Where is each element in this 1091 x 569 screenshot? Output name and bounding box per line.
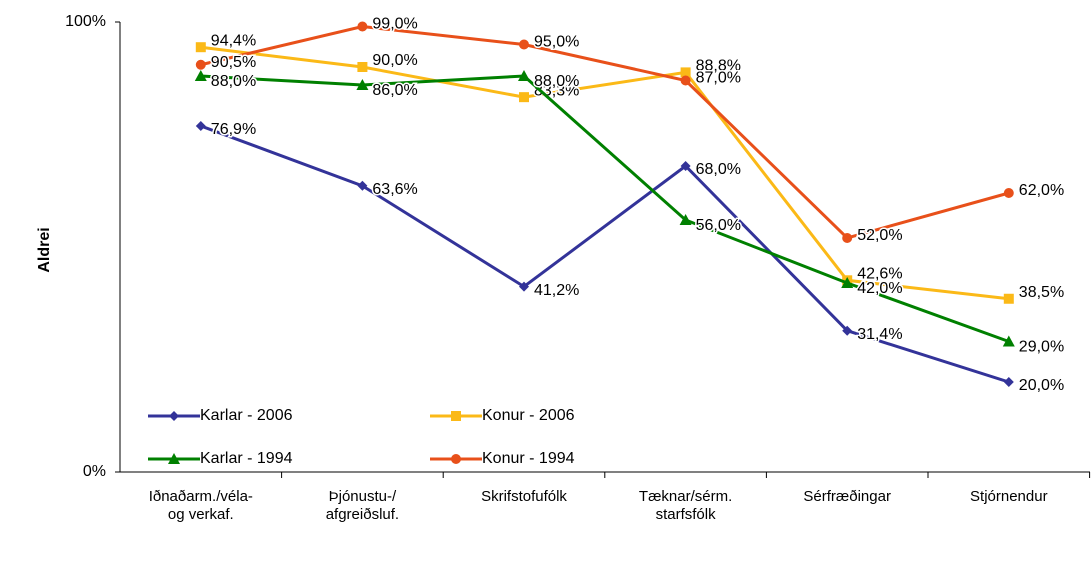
x-tick-label: Sérfræðingar bbox=[803, 488, 891, 505]
x-tick-label: Iðnaðarm./véla- og verkaf. bbox=[148, 488, 253, 523]
marker bbox=[194, 70, 207, 81]
marker bbox=[518, 70, 530, 81]
data-label: 94,4% bbox=[211, 32, 256, 49]
y-axis-title: Aldrei bbox=[36, 227, 53, 272]
marker bbox=[680, 67, 691, 78]
data-label: 52,0% bbox=[857, 227, 902, 244]
series-line bbox=[200, 45, 1009, 301]
marker bbox=[195, 42, 206, 53]
marker bbox=[451, 454, 461, 464]
marker bbox=[1003, 293, 1014, 304]
legend-label: Karlar - 1994 bbox=[200, 450, 293, 467]
x-tick-label: Þjónustu-/ afgreiðsluf. bbox=[325, 488, 400, 523]
y-tick-label: 100% bbox=[65, 13, 106, 30]
marker bbox=[680, 161, 691, 171]
data-label: 88,0% bbox=[211, 73, 256, 90]
marker bbox=[841, 277, 854, 288]
marker bbox=[680, 75, 691, 86]
data-label: 62,0% bbox=[1019, 182, 1064, 199]
data-label: 99,0% bbox=[372, 16, 417, 33]
marker bbox=[679, 214, 692, 225]
legend-label: Konur - 2006 bbox=[482, 407, 575, 424]
marker bbox=[842, 233, 853, 243]
marker bbox=[169, 411, 179, 421]
data-label: 90,5% bbox=[211, 54, 256, 71]
series-line bbox=[200, 74, 1010, 343]
marker bbox=[1002, 335, 1015, 347]
data-label: 38,5% bbox=[1019, 284, 1064, 301]
data-label: 87,0% bbox=[696, 70, 741, 87]
marker bbox=[195, 59, 206, 70]
data-label: 68,0% bbox=[696, 161, 741, 178]
data-label: 86,0% bbox=[372, 82, 417, 99]
data-label: 31,4% bbox=[857, 326, 902, 343]
data-label: 76,9% bbox=[211, 121, 256, 138]
marker bbox=[356, 79, 369, 90]
marker bbox=[195, 120, 206, 131]
marker bbox=[168, 453, 180, 464]
data-label: 88,8% bbox=[696, 58, 741, 75]
data-label: 29,0% bbox=[1019, 339, 1064, 356]
data-label: 95,0% bbox=[534, 34, 579, 51]
y-tick-label: 0% bbox=[83, 463, 106, 480]
x-tick-label: Tæknar/sérm. starfsfólk bbox=[638, 488, 733, 523]
data-label: 41,2% bbox=[534, 282, 579, 299]
series-line bbox=[200, 124, 1010, 384]
marker bbox=[519, 92, 529, 103]
marker bbox=[357, 62, 368, 72]
marker bbox=[1003, 188, 1014, 198]
data-label: 90,0% bbox=[372, 52, 417, 69]
marker bbox=[519, 39, 529, 50]
x-tick-label: Skrifstofufólk bbox=[481, 488, 567, 505]
data-label: 88,0% bbox=[534, 73, 579, 90]
legend-label: Karlar - 2006 bbox=[200, 407, 293, 424]
x-tick-label: Stjórnendur bbox=[970, 488, 1048, 505]
data-label: 42,0% bbox=[857, 280, 902, 297]
data-label: 56,0% bbox=[696, 217, 741, 234]
marker bbox=[519, 281, 529, 292]
marker bbox=[451, 411, 461, 421]
marker bbox=[357, 180, 368, 191]
marker bbox=[1003, 377, 1014, 387]
marker bbox=[842, 325, 853, 336]
legend-label: Konur - 1994 bbox=[482, 450, 575, 467]
data-label: 63,6% bbox=[372, 181, 417, 198]
data-label: 42,6% bbox=[857, 266, 902, 283]
marker bbox=[357, 21, 368, 32]
data-label: 20,0% bbox=[1019, 377, 1064, 394]
series-line bbox=[200, 24, 1010, 240]
